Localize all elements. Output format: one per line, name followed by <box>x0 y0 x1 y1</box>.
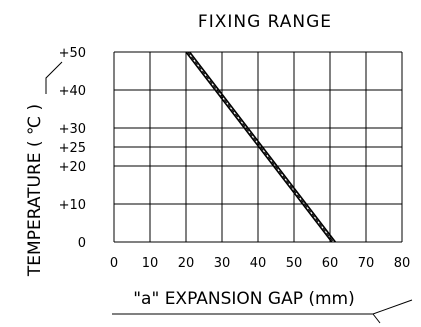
x-label-marker-tick <box>372 313 381 324</box>
y-tick-labels: 0 +10 +20 +25 +30 +40 +50 <box>59 46 86 251</box>
x-tick-label: 20 <box>178 256 195 271</box>
range-boundary-line <box>188 51 337 243</box>
y-tick-label: +30 <box>59 122 86 137</box>
y-tick-label: +25 <box>59 141 86 156</box>
chart-title: FIXING RANGE <box>198 12 332 32</box>
y-axis-label: TEMPERATURE ( ℃ ) <box>25 104 45 277</box>
x-tick-label: 80 <box>394 256 411 271</box>
x-tick-label: 70 <box>358 256 375 271</box>
y-tick-label: 0 <box>78 236 86 251</box>
x-tick-label: 0 <box>110 256 118 271</box>
y-tick-label: +50 <box>59 46 86 61</box>
y-tick-label: +20 <box>59 160 86 175</box>
x-tick-label: 40 <box>250 256 267 271</box>
x-tick-label: 60 <box>322 256 339 271</box>
x-tick-labels: 0 10 20 30 40 50 60 70 80 <box>110 256 410 271</box>
data-lines <box>185 51 337 243</box>
x-tick-label: 10 <box>142 256 159 271</box>
x-axis-label: "a" EXPANSION GAP (mm) <box>133 289 355 309</box>
x-tick-label: 30 <box>214 256 231 271</box>
y-label-marker <box>45 61 63 94</box>
y-tick-label: +10 <box>59 198 86 213</box>
x-tick-label: 50 <box>286 256 303 271</box>
range-boundary-line <box>185 51 333 243</box>
y-tick-label: +40 <box>59 84 86 99</box>
center-line-dashed <box>187 51 334 243</box>
